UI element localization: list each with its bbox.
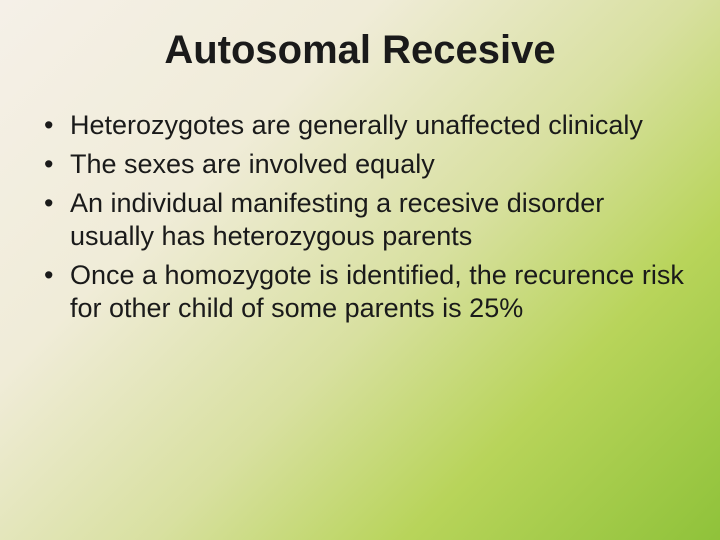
slide: Autosomal Recesive Heterozygotes are gen… [0,0,720,540]
slide-title: Autosomal Recesive [36,28,684,73]
bullet-item: Heterozygotes are generally unaffected c… [44,109,684,142]
bullet-list: Heterozygotes are generally unaffected c… [36,109,684,325]
bullet-item: The sexes are involved equaly [44,148,684,181]
bullet-item: An individual manifesting a recesive dis… [44,187,684,253]
bullet-item: Once a homozygote is identified, the rec… [44,259,684,325]
